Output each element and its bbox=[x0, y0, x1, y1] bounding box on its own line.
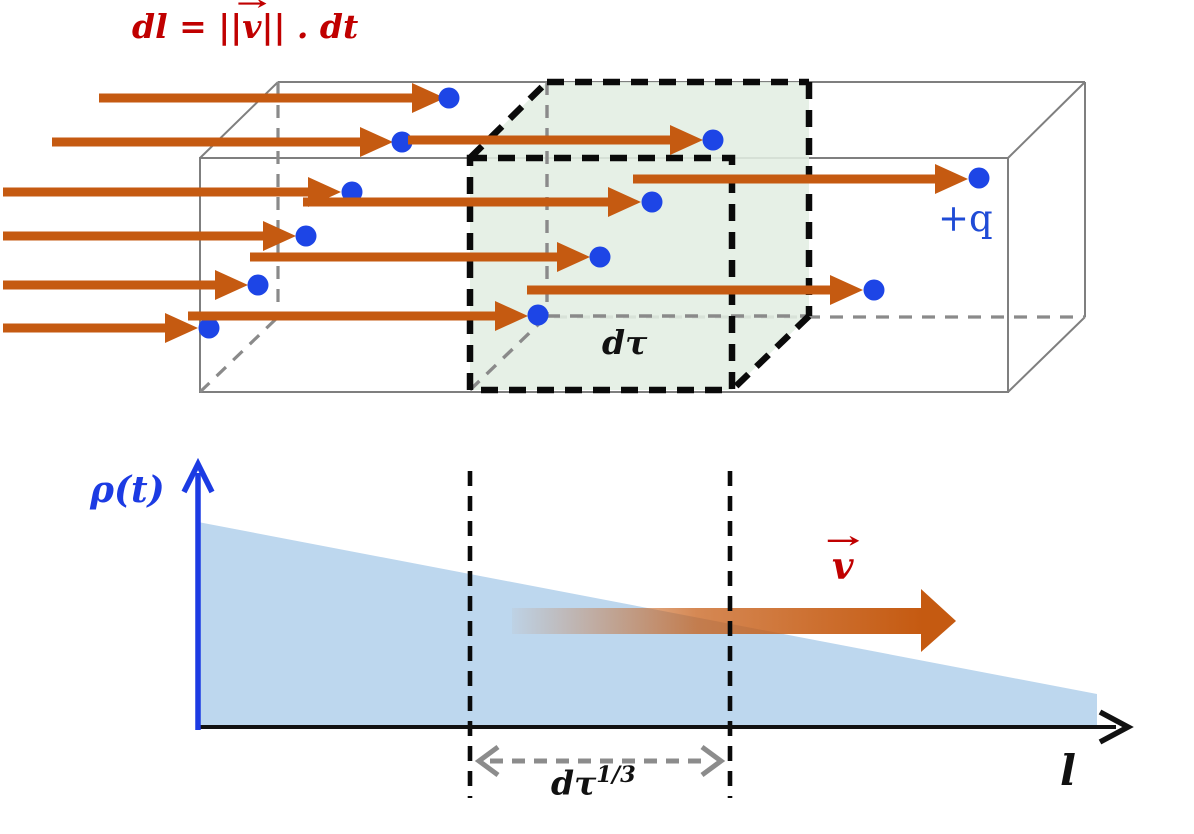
box-top-right-diagonal bbox=[1007, 81, 1086, 159]
measure-arrowhead-right-icon bbox=[700, 744, 726, 778]
charge-velocity-arrowhead-icon bbox=[495, 301, 528, 331]
charge-dot bbox=[641, 191, 663, 213]
charge-velocity-arrowhead-icon bbox=[165, 313, 198, 343]
box-hidden-bottom-left-diagonal bbox=[198, 315, 280, 394]
density-axis-label: ρ(t) bbox=[90, 469, 165, 511]
charge-dot bbox=[391, 131, 413, 153]
volume-cube-edges bbox=[466, 78, 813, 394]
vector-overarrow-icon: → bbox=[236, 0, 268, 16]
charge-dot bbox=[341, 181, 363, 203]
charge-label: +q bbox=[938, 197, 993, 240]
charge-velocity-arrowhead-icon bbox=[412, 83, 445, 113]
charge-velocity-arrowhead-icon bbox=[935, 164, 968, 194]
volume-element-label: dτ bbox=[602, 323, 648, 362]
equation-prefix: dl = || bbox=[132, 7, 243, 46]
charge-dot bbox=[247, 274, 269, 296]
cube-hidden-bottom-left-diagonal bbox=[468, 314, 549, 392]
cube-top-left-diagonal bbox=[467, 79, 550, 161]
box-bottom-right-diagonal bbox=[1007, 316, 1086, 393]
velocity-vector-symbol: → v bbox=[236, 0, 267, 46]
box-top-left-diagonal bbox=[199, 81, 279, 159]
velocity-vector-symbol: → v bbox=[825, 530, 860, 585]
vector-overarrow-icon: → bbox=[825, 528, 861, 555]
graph-velocity-arrow-shaft bbox=[512, 608, 922, 634]
velocity-v: v bbox=[832, 544, 854, 588]
charge-dot bbox=[702, 129, 724, 151]
charge-velocity-arrowhead-icon bbox=[670, 125, 703, 155]
charges-layer bbox=[3, 83, 990, 343]
charge-dot bbox=[198, 317, 220, 339]
graph-velocity-arrow-head bbox=[921, 589, 956, 652]
cube-front-face bbox=[466, 154, 736, 394]
charge-velocity-arrowhead-icon bbox=[263, 221, 296, 251]
cube-side-length-label: dτ1/3 bbox=[551, 762, 636, 803]
y-axis-arrowhead-icon bbox=[181, 457, 215, 494]
x-axis bbox=[198, 709, 1134, 745]
charge-velocity-arrowhead-icon bbox=[215, 270, 248, 300]
graph-velocity-label: → v bbox=[825, 530, 860, 585]
cube-width-measure-arrow bbox=[474, 744, 726, 778]
cube-side-exponent: 1/3 bbox=[596, 762, 636, 788]
cube-bottom-right-diagonal bbox=[729, 313, 812, 393]
x-axis-arrowhead-icon bbox=[1098, 709, 1134, 745]
cube-side-base: dτ bbox=[551, 763, 597, 803]
equation-v: v bbox=[242, 7, 262, 46]
charge-dot bbox=[527, 304, 549, 326]
charge-velocity-arrowhead-icon bbox=[557, 242, 590, 272]
charge-velocity-arrowhead-icon bbox=[608, 187, 641, 217]
length-axis-label: l bbox=[1060, 746, 1076, 795]
charge-velocity-arrowhead-icon bbox=[830, 275, 863, 305]
equation-suffix: || . dt bbox=[261, 7, 359, 46]
charge-dot bbox=[438, 87, 460, 109]
charge-velocity-arrowhead-icon bbox=[360, 127, 393, 157]
y-axis bbox=[181, 457, 215, 730]
measure-arrowhead-left-icon bbox=[474, 744, 500, 778]
displacement-equation: dl = || → v|| . dt bbox=[132, 0, 359, 46]
charge-dot bbox=[295, 225, 317, 247]
charge-dot bbox=[589, 246, 611, 268]
charge-dot bbox=[863, 279, 885, 301]
region-dashed-lines bbox=[467, 471, 733, 798]
charge-dot bbox=[968, 167, 990, 189]
